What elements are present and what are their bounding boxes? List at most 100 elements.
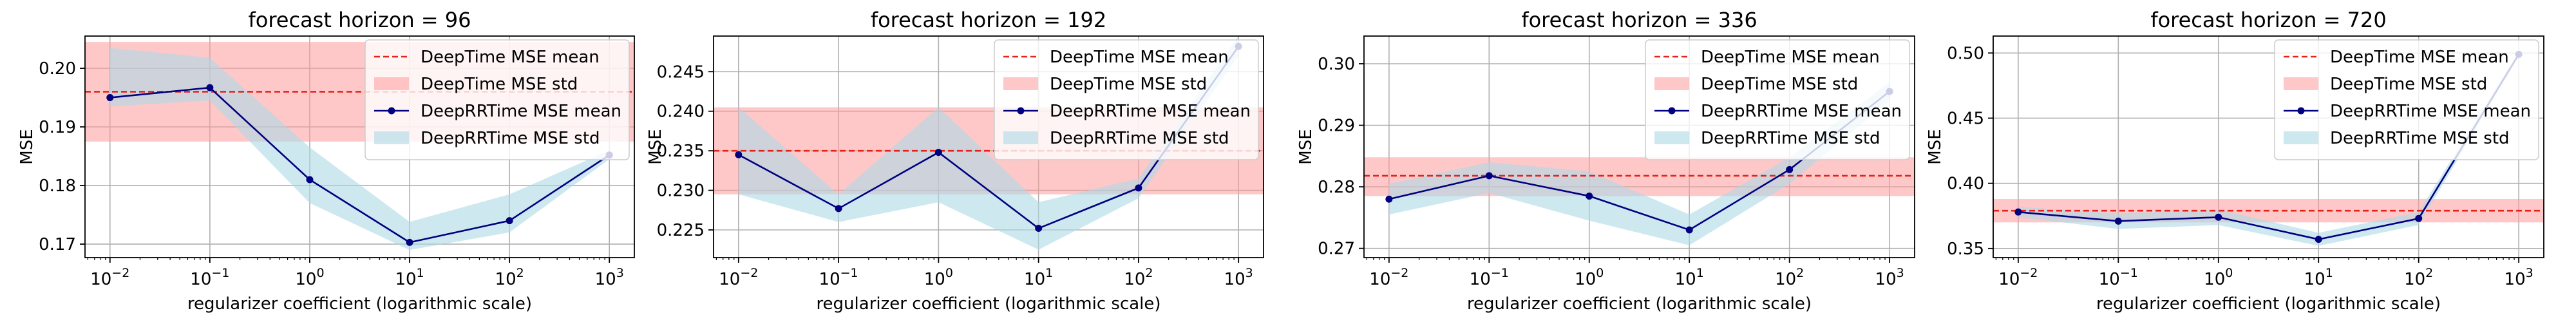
x-tick-label: 103 xyxy=(595,266,624,289)
deeprrtime-point xyxy=(206,84,214,91)
y-tick-label: 0.230 xyxy=(657,182,705,201)
legend-label: DeepRRTime MSE mean xyxy=(421,102,621,121)
legend-label: DeepTime MSE mean xyxy=(421,48,600,67)
x-tick-label: 101 xyxy=(2304,266,2333,289)
legend-label: DeepRRTime MSE mean xyxy=(2330,102,2531,121)
legend: DeepTime MSE mean DeepTime MSE std DeepRRT… xyxy=(994,39,1259,160)
plot-area xyxy=(1364,82,1915,245)
y-tick-label: 0.20 xyxy=(39,59,76,79)
y-tick-label: 0.17 xyxy=(39,235,76,254)
x-tick-label: 10−1 xyxy=(2099,266,2138,289)
y-tick-label: 0.18 xyxy=(39,176,76,196)
legend-box xyxy=(1645,39,1910,160)
legend-label: DeepRRTime MSE std xyxy=(1701,129,1880,148)
deeprrtime-point xyxy=(106,94,114,102)
legend: DeepTime MSE mean DeepTime MSE std DeepRRT… xyxy=(365,39,630,160)
legend-label: DeepTime MSE std xyxy=(1050,75,1207,94)
y-tick-label: 0.50 xyxy=(1947,44,1984,63)
y-tick-label: 0.240 xyxy=(657,102,705,122)
deeprrtime-point xyxy=(1485,172,1493,180)
axes-frame xyxy=(1363,35,1915,258)
x-tick-label: 101 xyxy=(1024,266,1053,289)
x-tick-label: 101 xyxy=(395,266,424,289)
axes-frame xyxy=(84,35,635,258)
deeprrtime-point xyxy=(835,205,842,213)
legend-label: DeepTime MSE mean xyxy=(2330,48,2509,67)
deeprrtime-point xyxy=(2315,236,2322,243)
x-tick-label: 10−2 xyxy=(1369,266,1408,289)
legend-box xyxy=(2274,39,2539,160)
deeprrtime-point xyxy=(506,217,513,225)
legend-swatch-deeprrtime-std xyxy=(2284,131,2318,144)
x-tick-label: 102 xyxy=(495,266,524,289)
deeprrtime-point xyxy=(2014,208,2022,216)
deeprrtime-point xyxy=(1385,195,1393,203)
y-axis-label: MSE xyxy=(1926,129,1945,164)
deeprrtime-point xyxy=(406,238,413,246)
legend: DeepTime MSE mean DeepTime MSE std DeepRRT… xyxy=(1645,39,1910,160)
legend-box xyxy=(994,39,1259,160)
deeprrtime-mean-line xyxy=(738,46,1240,230)
x-axis-label: regularizer coefficient (logarithmic sca… xyxy=(187,294,532,314)
legend-swatch-deeprrtime-marker xyxy=(388,107,395,115)
legend-swatch-deeprrtime-marker xyxy=(1017,107,1025,115)
deeprrtime-point xyxy=(2415,214,2423,222)
y-axis-label: MSE xyxy=(1296,129,1316,164)
x-axis-label: regularizer coefficient (logarithmic sca… xyxy=(1467,294,1812,314)
legend-label: DeepTime MSE mean xyxy=(1050,48,1229,67)
x-tick-label: 10−1 xyxy=(190,266,229,289)
x-tick-label: 102 xyxy=(1775,266,1804,289)
chart-1: 10−2 10−1 100 101 102 103 0.17 0.18 0.19 0.20 fore… xyxy=(17,8,635,314)
x-tick-label: 102 xyxy=(2404,266,2433,289)
legend-label: DeepTime MSE mean xyxy=(1701,48,1880,67)
x-tick-label: 10−2 xyxy=(1998,266,2038,289)
legend-swatch-deeprrtime-std xyxy=(374,131,409,144)
legend: DeepTime MSE mean DeepTime MSE std DeepRRT… xyxy=(2274,39,2539,160)
legend-label: DeepRRTime MSE std xyxy=(2330,129,2510,148)
y-tick-label: 0.19 xyxy=(39,118,76,137)
y-tick-label: 0.40 xyxy=(1947,175,1984,194)
x-tick-label: 100 xyxy=(295,266,324,289)
deeprrtime-point xyxy=(1135,184,1142,192)
legend-label: DeepRRTime MSE mean xyxy=(1050,102,1251,121)
y-tick-label: 0.27 xyxy=(1318,240,1355,259)
x-tick-label: 102 xyxy=(1124,266,1153,289)
x-tick-label: 10−1 xyxy=(1470,266,1509,289)
chart-title: forecast horizon = 336 xyxy=(1521,8,1757,32)
x-tick-label: 100 xyxy=(1575,266,1604,289)
legend-swatch-deeprrtime-marker xyxy=(2297,107,2305,115)
legend-label: DeepRRTime MSE mean xyxy=(1701,102,1902,121)
x-tick-label: 100 xyxy=(2204,266,2233,289)
x-tick-label: 103 xyxy=(1875,266,1904,289)
y-tick-label: 0.35 xyxy=(1947,240,1984,259)
deeprrtime-point xyxy=(2114,217,2122,225)
x-axis-label: regularizer coefficient (logarithmic sca… xyxy=(816,294,1160,314)
deeprrtime-point xyxy=(306,176,314,184)
y-axis-label: MSE xyxy=(17,129,37,164)
y-axis-label: MSE xyxy=(646,129,665,164)
legend-label: DeepRRTime MSE std xyxy=(421,129,600,148)
legend-swatch-deeprrtime-std xyxy=(1654,131,1689,144)
legend-label: DeepTime MSE std xyxy=(1701,75,1858,94)
y-tick-label: 0.28 xyxy=(1318,178,1355,197)
x-tick-label: 10−1 xyxy=(819,266,858,289)
x-axis-label: regularizer coefficient (logarithmic sca… xyxy=(2096,294,2441,314)
legend-swatch-deeptime-std xyxy=(1003,77,1038,90)
x-tick-label: 103 xyxy=(2505,266,2533,289)
deeprrtime-point xyxy=(1685,226,1693,234)
y-tick-label: 0.45 xyxy=(1947,109,1984,128)
deeprrtime-std-band xyxy=(109,48,610,251)
legend-label: DeepRRTime MSE std xyxy=(1050,129,1229,148)
deeprrtime-point xyxy=(735,151,743,158)
deeprrtime-point xyxy=(2215,213,2222,221)
plot-area xyxy=(1993,50,2544,246)
chart-title: forecast horizon = 96 xyxy=(248,8,471,32)
axes-frame xyxy=(713,35,1264,258)
chart-title: forecast horizon = 192 xyxy=(871,8,1106,32)
axes-frame xyxy=(1993,35,2544,258)
y-tick-label: 0.225 xyxy=(657,221,705,240)
legend-swatch-deeptime-std xyxy=(2284,77,2318,90)
chart-title: forecast horizon = 720 xyxy=(2150,8,2386,32)
chart-3: 10−2 10−1 100 101 102 103 0.27 0.28 0.29 0.30 fore… xyxy=(1296,8,1915,314)
